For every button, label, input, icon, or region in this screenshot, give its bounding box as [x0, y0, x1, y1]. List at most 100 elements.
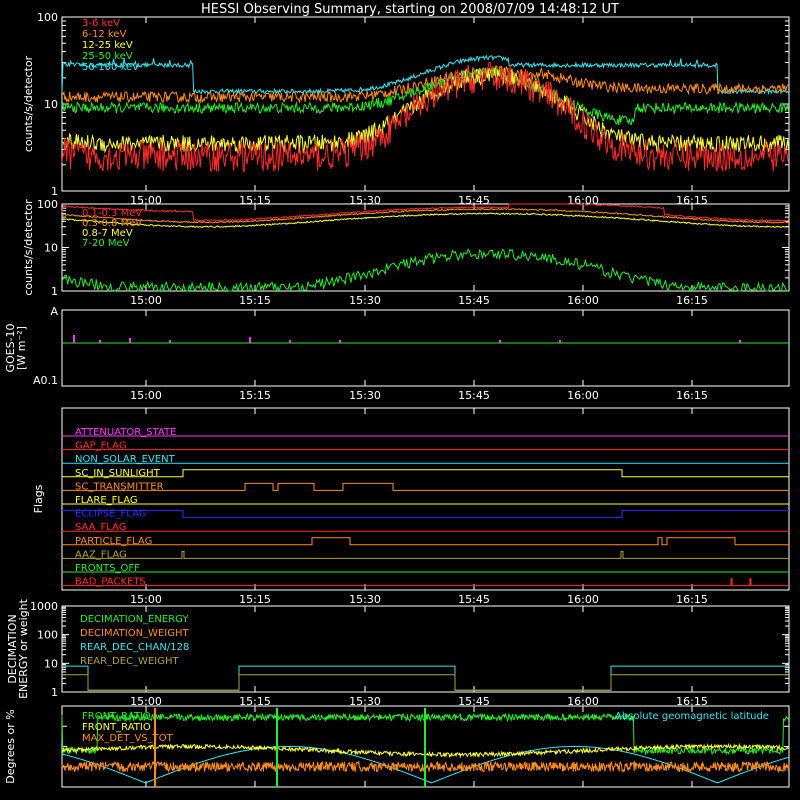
time-tick-label: 15:30	[349, 695, 381, 708]
legend-entry: 7-20 MeV	[82, 238, 130, 249]
counts-ytick-label: 1	[51, 185, 58, 198]
flag-line	[62, 469, 789, 478]
legend-entry: REAR_DEC_WEIGHT	[80, 656, 179, 667]
legend-entry: MAX_DET_VS_TOT	[82, 733, 174, 744]
flag-label: BAD_PACKETS	[75, 577, 146, 588]
flag-label: FRONTS_OFF	[75, 563, 140, 574]
time-tick-label: 15:00	[130, 695, 162, 708]
goes-ytick-label: A	[50, 305, 58, 318]
time-tick-label: 15:30	[349, 389, 381, 402]
series-7-20mev	[61, 248, 789, 293]
high-ytick-label: 1	[51, 285, 58, 298]
flag-line	[62, 550, 789, 559]
time-tick-label: 15:45	[458, 695, 490, 708]
legend-entry: 6-12 keV	[82, 29, 126, 40]
high-energy-panel-frame	[61, 203, 790, 292]
flag-label: SC_IN_SUNLIGHT	[75, 468, 161, 479]
counts-ylabel: counts/s/detector	[22, 55, 35, 152]
goes-ytick-label: A0.1	[33, 374, 58, 387]
flag-label: SAA_FLAG	[75, 522, 126, 533]
plot-title: HESSI Observing Summary, starting on 200…	[201, 2, 619, 17]
legend-entry: 0.8-7 MeV	[82, 228, 133, 239]
goes-panel: GOES-10[W m⁻²] A A0.1 15:00 15:15 15:30 15:45 1…	[4, 305, 790, 402]
flag-label: SC_TRANSMITTER	[75, 481, 164, 492]
time-tick-label: 15:15	[239, 389, 271, 402]
high-ylabel: counts/s/detector	[22, 199, 35, 296]
legend-entry: 3-6 keV	[82, 18, 120, 29]
time-tick-label: 15:15	[239, 593, 271, 606]
time-tick-label: 16:00	[567, 294, 599, 307]
decim-ytick-label: 1	[51, 686, 58, 699]
flag-label: NON_SOLAR_EVENT	[75, 454, 176, 465]
legend-entry: 0.1-0.3 MeV	[82, 208, 142, 219]
time-tick-label: 15:00	[130, 389, 162, 402]
series-0.8-7mev	[61, 212, 789, 228]
legend-entry: 50-100 keV	[82, 62, 139, 73]
time-tick-label: 16:00	[567, 695, 599, 708]
legend-entry: REAR_DEC_CHAN/128	[80, 642, 189, 653]
time-tick-label: 15:00	[130, 593, 162, 606]
time-tick-label: 15:45	[458, 294, 490, 307]
ratios-ylabel: Degrees or %	[4, 709, 17, 783]
time-tick-label: 15:45	[458, 389, 490, 402]
flag-label: GAP_FLAG	[75, 441, 127, 452]
legend-entry: 12-25 keV	[82, 40, 133, 51]
flags-panel: Flags 15:00 15:15 15:30 15:45 16:00 16:15 ATTEN…	[32, 407, 790, 606]
time-tick-label: 16:15	[676, 695, 708, 708]
flag-line	[62, 510, 789, 519]
series-0.3-0.8mev	[61, 208, 789, 224]
time-tick-label: 15:30	[349, 593, 381, 606]
series-12-25kev	[62, 67, 789, 154]
decim-ytick-label: 1000	[30, 600, 58, 613]
time-tick-label: 16:15	[676, 294, 708, 307]
flag-line	[62, 578, 789, 587]
goes-ylabel: GOES-10[W m⁻²]	[4, 323, 28, 372]
ratios-panel: Degrees or % FRONT_RATIOFRONT_RATIOMAX_DE…	[4, 705, 790, 788]
flag-line	[62, 482, 789, 491]
flag-label: FLARE_FLAG	[75, 495, 138, 506]
legend-entry: 0.3-0.8 MeV	[82, 218, 142, 229]
time-tick-label: 15:00	[130, 294, 162, 307]
time-tick-label: 15:30	[349, 294, 381, 307]
counts-ytick-label: 100	[37, 11, 58, 24]
series-50-100kev	[61, 54, 789, 96]
flag-label: AAZ_FLAG	[75, 549, 127, 560]
flag-label: PARTICLE_FLAG	[75, 536, 152, 547]
decim-ytick-label: 100	[37, 629, 58, 642]
high-ytick-label: 100	[37, 198, 58, 211]
legend-entry: FRONT_RATIO	[82, 711, 151, 722]
time-tick-label: 16:00	[567, 593, 599, 606]
high-ytick-label: 10	[44, 242, 58, 255]
geomag-annotation: Absolute geomagnetic latitude	[615, 711, 769, 722]
series-0.1-0.3mev	[61, 203, 789, 222]
rear-dec-chan-line	[62, 665, 789, 691]
series-6-12kev	[61, 65, 789, 104]
time-tick-label: 15:15	[239, 294, 271, 307]
decimation-ylabel: DECIMATIONENERGY or weight	[6, 598, 30, 698]
flags-ylabel: Flags	[32, 484, 45, 513]
goes-panel-frame	[61, 309, 790, 387]
time-tick-label: 15:45	[458, 593, 490, 606]
time-tick-label: 16:00	[567, 389, 599, 402]
flag-label: ECLIPSE_FLAG	[75, 509, 146, 520]
legend-entry: DECIMATION_ENERGY	[80, 614, 189, 625]
rear-dec-weight-line	[62, 674, 789, 691]
legend-entry: FRONT_RATIO	[82, 722, 151, 733]
series-3-6kev	[61, 61, 789, 173]
time-tick-label: 15:15	[239, 695, 271, 708]
decimation-panel-frame	[61, 605, 790, 693]
flag-line	[62, 537, 789, 546]
legend-entry: DECIMATION_WEIGHT	[80, 628, 189, 639]
flags-panel-frame	[61, 407, 790, 591]
legend-entry: 25-50 keV	[82, 51, 133, 62]
flag-label: ATTENUATOR_STATE	[75, 427, 176, 438]
decim-ytick-label: 10	[44, 657, 58, 670]
time-tick-label: 16:15	[676, 593, 708, 606]
counts-ytick-label: 10	[44, 98, 58, 111]
time-tick-label: 16:15	[676, 389, 708, 402]
